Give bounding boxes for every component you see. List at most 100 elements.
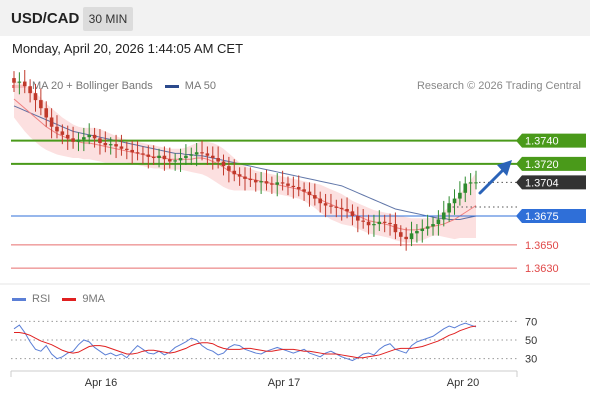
candle-body xyxy=(87,134,92,138)
candle-body xyxy=(92,134,97,139)
candle-body xyxy=(146,154,151,157)
candle-body xyxy=(184,155,188,159)
candle-body xyxy=(65,134,70,139)
x-tick-label: Apr 20 xyxy=(447,377,479,389)
candle-body xyxy=(334,206,339,208)
candle-body xyxy=(409,233,414,240)
candle-body xyxy=(108,144,113,146)
symbol-title: USD/CAD xyxy=(11,10,80,27)
candle-body xyxy=(458,192,462,199)
candle-body xyxy=(291,185,296,187)
candle-body xyxy=(33,93,38,101)
candle-body xyxy=(157,155,161,159)
copyright-text: Research © 2026 Trading Central xyxy=(416,80,581,92)
level-tag-1.3720 xyxy=(516,156,586,171)
candle-body xyxy=(420,228,425,232)
candle-body xyxy=(452,198,457,204)
legend-ma50-label: MA 50 xyxy=(184,80,216,92)
header-bar: USD/CAD 30 MIN xyxy=(0,0,590,36)
legend-rsi-ma: 9MA xyxy=(62,293,105,305)
candle-body xyxy=(22,81,27,87)
rsi-tick-70: 70 xyxy=(525,316,537,328)
forecast-arrow-shaft xyxy=(478,166,507,195)
candle-body xyxy=(130,149,134,153)
legend-ma50: MA 50 xyxy=(164,80,216,92)
candle-body xyxy=(103,142,108,146)
candle-body xyxy=(189,154,194,156)
rsi-swatch xyxy=(12,297,26,301)
candle-body xyxy=(135,152,140,154)
candle-body xyxy=(382,221,387,223)
candle-body xyxy=(205,153,210,156)
datetime-label: Monday, April 20, 2026 1:44:05 AM CET xyxy=(12,41,244,56)
legend-rsi-ma-label: 9MA xyxy=(82,293,105,305)
candle-body xyxy=(200,152,204,154)
level-label-1.3704: 1.3704 xyxy=(525,177,559,189)
candle-body xyxy=(404,236,408,240)
candle-body xyxy=(339,207,344,210)
candle-body xyxy=(248,178,253,181)
candle-body xyxy=(356,215,360,221)
candle-body xyxy=(377,221,382,225)
candle-body xyxy=(436,219,441,225)
candle-body xyxy=(441,212,446,220)
candle-body xyxy=(468,182,473,184)
candle-body xyxy=(60,131,65,135)
candle-body xyxy=(447,203,451,213)
candle-body xyxy=(313,195,317,199)
rsi-tick-30: 30 xyxy=(525,354,537,366)
rsi-ma-swatch xyxy=(62,297,77,301)
candle-body xyxy=(162,155,167,160)
candle-body xyxy=(98,138,102,143)
candle-body xyxy=(82,137,86,140)
candle-body xyxy=(270,183,274,185)
candle-body xyxy=(216,158,220,162)
level-label-1.3720: 1.3720 xyxy=(525,159,559,171)
candle-body xyxy=(286,183,290,186)
candle-body xyxy=(302,189,306,192)
candle-body xyxy=(393,224,398,233)
candle-body xyxy=(296,187,301,190)
x-tick-label: Apr 16 xyxy=(85,377,117,389)
candle-body xyxy=(151,156,156,159)
candle-body xyxy=(39,100,43,109)
candle-body xyxy=(307,191,312,196)
ma50-line xyxy=(13,105,477,220)
candle-body xyxy=(227,166,231,171)
level-tag-1.3675 xyxy=(516,208,586,223)
candle-body xyxy=(71,138,75,142)
candle-body xyxy=(76,139,81,142)
candle-body xyxy=(425,226,430,229)
candle-body xyxy=(366,221,371,226)
candle-body xyxy=(237,174,242,177)
candle-body xyxy=(318,198,323,204)
level-label-1.3740: 1.3740 xyxy=(525,136,559,148)
candle-body xyxy=(167,159,172,162)
candle-body xyxy=(232,170,237,175)
rsi-line xyxy=(13,322,477,362)
candle-body xyxy=(329,205,333,207)
candle-body xyxy=(345,209,349,212)
candle-body xyxy=(350,211,355,216)
candle-body xyxy=(210,155,215,159)
candle-body xyxy=(141,153,145,155)
candle-body xyxy=(173,160,177,162)
candle-body xyxy=(264,181,269,184)
rsi-legend: RSI 9MA xyxy=(12,293,117,305)
candle-body xyxy=(463,183,468,193)
candle-body xyxy=(372,224,376,226)
candle-body xyxy=(323,203,328,206)
candle-body xyxy=(55,126,59,132)
rsi-ma-line xyxy=(14,325,477,359)
candle-body xyxy=(221,161,226,167)
timeframe-badge[interactable]: 30 MIN xyxy=(83,7,133,31)
candle-body xyxy=(17,81,22,83)
candle-body xyxy=(280,182,285,184)
candle-body xyxy=(253,180,258,183)
x-tick-label: Apr 17 xyxy=(268,377,300,389)
candle-body xyxy=(259,181,263,183)
candle-body xyxy=(474,182,478,184)
candle-body xyxy=(398,232,403,237)
level-label-1.3650: 1.3650 xyxy=(525,240,559,252)
level-tag-1.3704 xyxy=(516,175,586,190)
